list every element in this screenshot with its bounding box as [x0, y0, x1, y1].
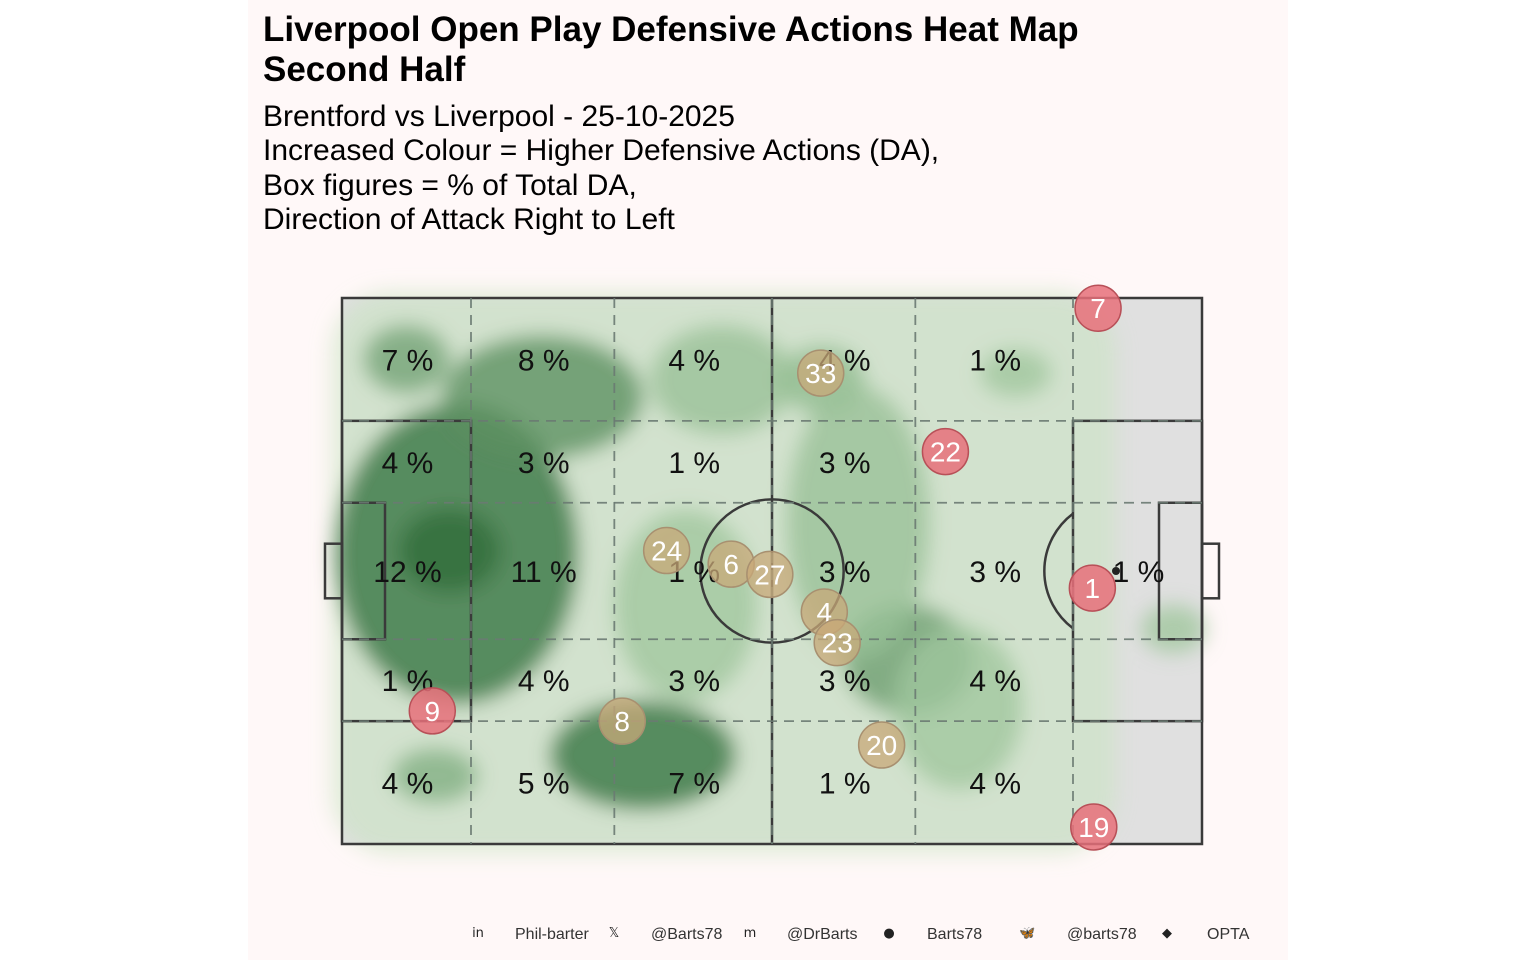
- zone-percent-label: 3 %: [819, 447, 871, 480]
- heat-blob-2: [399, 509, 500, 592]
- subtitle-line1: Brentford vs Liverpool - 25-10-2025: [263, 100, 735, 133]
- zone-percent-label: 1 %: [819, 768, 871, 801]
- player-number: 20: [866, 730, 897, 761]
- zone-percent-label: 7 %: [668, 768, 720, 801]
- player-number: 8: [614, 706, 630, 737]
- subtitle-line3: Box figures = % of Total DA,: [263, 169, 637, 202]
- player-number: 22: [930, 437, 961, 468]
- footer-credit-text: Phil-barter: [515, 926, 589, 943]
- zone-percent-label: 3 %: [969, 556, 1021, 589]
- heat-blob-4: [363, 325, 450, 394]
- heat-blob-14: [893, 625, 1023, 790]
- zone-percent-label: 3 %: [518, 447, 570, 480]
- zone-percent-label: 3 %: [668, 665, 720, 698]
- x-icon: 𝕏: [608, 926, 620, 941]
- subtitle-line4: Direction of Attack Right to Left: [263, 203, 675, 236]
- player-marker-6: 6: [707, 540, 755, 588]
- mastodon-icon: m: [743, 926, 757, 941]
- heat-blob-13: [1141, 605, 1206, 653]
- player-number: 19: [1078, 812, 1109, 843]
- zone-percent-label: 1 %: [969, 344, 1021, 377]
- player-marker-19: 19: [1070, 803, 1118, 851]
- player-marker-7: 7: [1074, 284, 1122, 332]
- footer-credit-text: OPTA: [1207, 926, 1250, 943]
- player-number: 23: [822, 628, 853, 659]
- zone-percent-label: 5 %: [518, 768, 570, 801]
- zone-percent-label: 11 %: [511, 556, 577, 589]
- player-number: 6: [723, 549, 739, 580]
- player-bubble: [1068, 564, 1117, 612]
- right-penalty-arc: [1043, 512, 1074, 630]
- github-icon: ●: [883, 926, 895, 941]
- player-marker-20: 20: [857, 721, 906, 769]
- right-penalty-spot: [1112, 567, 1120, 575]
- zone-percent-label: 7 %: [382, 344, 434, 377]
- right-goal: [1200, 542, 1221, 600]
- dropbox-icon: ◆: [1162, 926, 1172, 941]
- player-marker-23: 23: [813, 618, 861, 667]
- player-bubble: [642, 526, 691, 575]
- footer-credit-text: @DrBarts: [787, 926, 858, 943]
- player-marker-24: 24: [642, 526, 691, 575]
- player-bubble: [598, 697, 646, 745]
- heat-blob-5: [549, 700, 737, 810]
- player-bubble: [857, 721, 906, 769]
- player-bubble: [1070, 803, 1118, 851]
- heat-blob-3: [442, 335, 643, 459]
- player-marker-8: 8: [598, 697, 646, 745]
- player-bubble: [921, 427, 970, 476]
- player-marker-22: 22: [921, 427, 970, 476]
- zone-percent-label: 3 %: [819, 665, 871, 698]
- player-bubble: [796, 349, 845, 397]
- zone-percent-label: 1 %: [668, 447, 720, 480]
- player-bubble: [813, 618, 861, 667]
- heat-blob-8: [650, 325, 794, 435]
- zone-percent-label: 4 %: [668, 344, 720, 377]
- heat-blob-6: [392, 748, 479, 804]
- chart-title-line2: Second Half: [263, 50, 466, 89]
- player-number: 27: [754, 559, 785, 590]
- linkedin-icon: in: [472, 926, 484, 941]
- footer-credit-text: @barts78: [1067, 926, 1137, 943]
- player-marker-9: 9: [408, 687, 457, 735]
- heat-blob-12: [979, 349, 1052, 397]
- zone-percent-label: 4 %: [969, 768, 1021, 801]
- player-number: 7: [1090, 293, 1106, 324]
- subtitle-line2: Increased Colour = Higher Defensive Acti…: [263, 134, 940, 167]
- player-bubble: [1074, 284, 1122, 332]
- chart-title-line1: Liverpool Open Play Defensive Actions He…: [263, 10, 1079, 49]
- zone-percent-label: 4 %: [382, 768, 434, 801]
- left-goal: [323, 542, 344, 600]
- player-number: 9: [425, 696, 441, 727]
- zone-percent-label: 3 %: [819, 556, 871, 589]
- zone-percent-label: 8 %: [518, 344, 570, 377]
- zone-percent-label: 4 %: [969, 665, 1021, 698]
- player-marker-1: 1: [1068, 564, 1117, 612]
- player-marker-27: 27: [746, 550, 794, 599]
- player-marker-33: 33: [796, 349, 845, 397]
- player-number: 4: [817, 597, 833, 628]
- player-number: 33: [805, 358, 836, 389]
- footer-credits: in Phil-barter 𝕏 @Barts78 m @DrBarts ● Barts78 🦋…: [0, 922, 1536, 950]
- zone-percent-label: 4 %: [382, 447, 434, 480]
- zone-percent-label: 12 %: [373, 556, 441, 589]
- player-number: 1: [1085, 573, 1101, 604]
- zone-percent-label: 1 %: [1113, 556, 1165, 589]
- zone-percent-label: 4 %: [518, 665, 570, 698]
- player-number: 24: [651, 536, 682, 567]
- footer-credit-text: Barts78: [927, 926, 983, 943]
- player-bubble: [408, 687, 457, 735]
- bluesky-icon: 🦋: [1019, 926, 1036, 941]
- footer-credit-text: @Barts78: [651, 926, 723, 943]
- player-bubble: [746, 550, 794, 599]
